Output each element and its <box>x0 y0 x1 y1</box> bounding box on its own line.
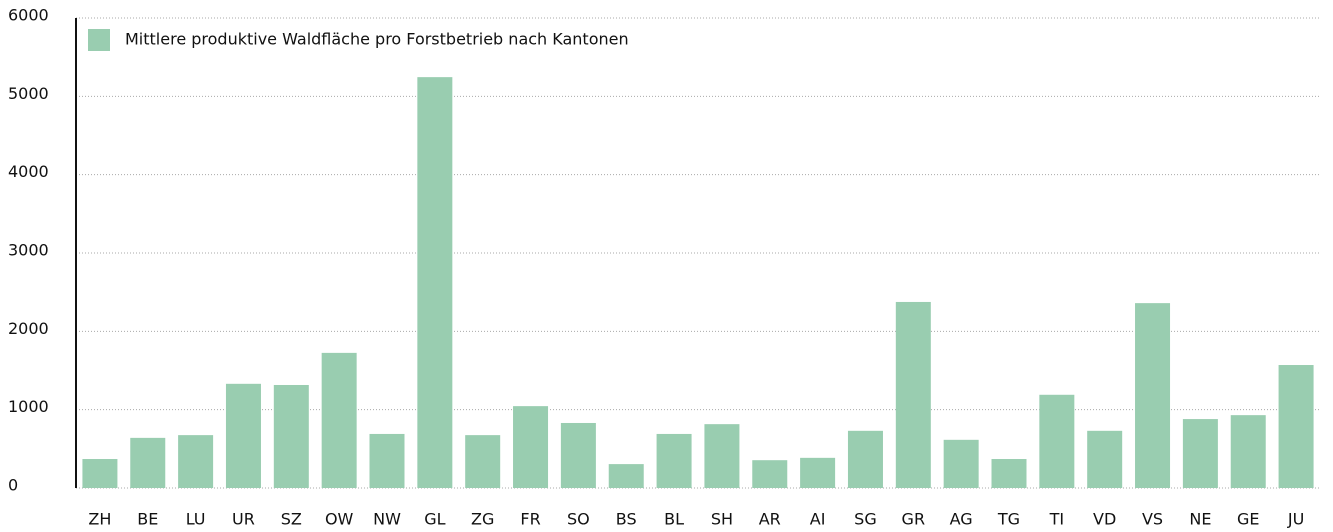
x-tick-label: FR <box>520 510 540 529</box>
x-tick-label: GR <box>902 510 926 529</box>
bar <box>656 433 692 488</box>
y-tick-label: 5000 <box>8 84 49 103</box>
bar <box>513 406 549 488</box>
bar <box>704 424 740 488</box>
x-tick-label: AG <box>950 510 973 529</box>
x-tick-label: BL <box>664 510 684 529</box>
x-tick-label: AI <box>810 510 826 529</box>
bar <box>943 439 979 488</box>
bar <box>1135 303 1171 488</box>
bar <box>225 383 261 488</box>
bar <box>608 464 644 488</box>
bar <box>991 459 1027 488</box>
x-tick-label: SH <box>711 510 733 529</box>
legend-label: Mittlere produktive Waldfläche pro Forst… <box>125 30 629 49</box>
x-tick-label: ZH <box>88 510 111 529</box>
x-tick-label: ZG <box>471 510 494 529</box>
legend-swatch <box>88 29 110 51</box>
bar <box>1039 394 1075 488</box>
bar <box>800 457 836 488</box>
x-tick-label: NE <box>1189 510 1211 529</box>
bar <box>1278 365 1314 488</box>
bar <box>82 459 118 488</box>
y-tick-label: 0 <box>8 476 18 495</box>
x-tick-label: SO <box>567 510 590 529</box>
bar <box>1087 430 1123 488</box>
y-tick-label: 1000 <box>8 397 49 416</box>
x-tick-label: TI <box>1049 510 1065 529</box>
x-tick-label: TG <box>997 510 1020 529</box>
bar <box>273 384 309 488</box>
bar <box>895 301 931 488</box>
x-tick-label: UR <box>232 510 255 529</box>
bar <box>369 433 405 488</box>
bar <box>560 422 596 488</box>
x-tick-label: BE <box>137 510 158 529</box>
bar <box>465 435 501 488</box>
bar <box>130 437 166 488</box>
x-tick-label: LU <box>186 510 206 529</box>
bar <box>1230 415 1266 488</box>
y-tick-label: 3000 <box>8 241 49 260</box>
x-tick-label: OW <box>325 510 354 529</box>
y-tick-label: 2000 <box>8 319 49 338</box>
bar <box>321 352 357 488</box>
x-tick-label: GE <box>1237 510 1260 529</box>
x-tick-label: SG <box>854 510 877 529</box>
bar <box>847 430 883 488</box>
x-tick-label: GL <box>424 510 445 529</box>
x-tick-label: SZ <box>281 510 302 529</box>
x-tick-label: VS <box>1142 510 1163 529</box>
x-tick-label: AR <box>759 510 781 529</box>
bar <box>1182 419 1218 488</box>
x-tick-label: VD <box>1093 510 1116 529</box>
x-tick-label: NW <box>373 510 401 529</box>
y-tick-label: 4000 <box>8 162 49 181</box>
x-tick-label: JU <box>1287 510 1304 529</box>
bar <box>417 77 453 489</box>
bar <box>752 460 788 488</box>
x-tick-label: BS <box>616 510 637 529</box>
bar <box>178 435 214 488</box>
y-tick-label: 6000 <box>8 6 49 25</box>
